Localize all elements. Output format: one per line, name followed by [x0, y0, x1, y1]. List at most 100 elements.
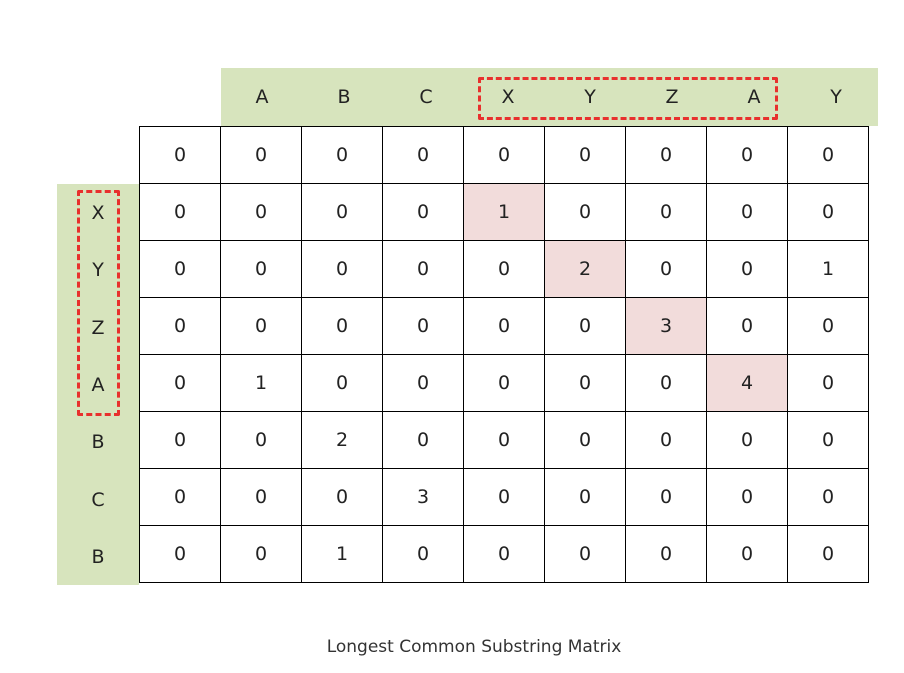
matrix-cell: 0 [220, 240, 302, 298]
matrix-cell: 0 [625, 411, 707, 469]
row-header: A [91, 373, 105, 396]
matrix-cell: 1 [220, 354, 302, 412]
matrix-cell: 0 [787, 354, 869, 412]
matrix-cell: 1 [301, 525, 383, 583]
column-header: C [419, 86, 433, 108]
row-header: Y [92, 259, 104, 282]
matrix-cell: 0 [301, 297, 383, 355]
column-header: Y [584, 86, 596, 108]
row-match-highlight-box [77, 190, 120, 416]
matrix-cell: 0 [301, 126, 383, 184]
matrix-cell: 0 [706, 468, 788, 526]
matrix-cell: 0 [544, 183, 626, 241]
matrix-cell: 0 [787, 183, 869, 241]
matrix-cell: 0 [139, 354, 221, 412]
matrix-cell: 0 [544, 525, 626, 583]
matrix-cell: 0 [139, 411, 221, 469]
row-header: X [91, 202, 105, 224]
matrix-cell: 0 [220, 525, 302, 583]
matrix-cell: 0 [382, 126, 464, 184]
matrix-cell: 0 [625, 525, 707, 583]
matrix-cell: 0 [463, 354, 545, 412]
matrix-cell: 0 [544, 297, 626, 355]
matrix-cell: 0 [463, 525, 545, 583]
matrix-cell: 0 [301, 240, 383, 298]
column-header: Z [665, 86, 679, 108]
matrix-cell: 0 [382, 297, 464, 355]
matrix-cell: 0 [139, 297, 221, 355]
matrix-cell: 0 [544, 468, 626, 526]
matrix-cell: 1 [463, 183, 545, 241]
matrix-cell: 0 [463, 297, 545, 355]
matrix-cell: 0 [301, 183, 383, 241]
matrix-cell: 0 [220, 411, 302, 469]
column-header: B [337, 86, 351, 108]
matrix-cell: 2 [301, 411, 383, 469]
matrix-cell: 0 [139, 525, 221, 583]
matrix-cell: 0 [139, 126, 221, 184]
matrix-cell: 0 [706, 240, 788, 298]
matrix-cell: 0 [625, 354, 707, 412]
matrix-cell: 0 [625, 468, 707, 526]
matrix-cell: 0 [787, 126, 869, 184]
matrix-cell: 0 [463, 126, 545, 184]
column-header: X [501, 86, 515, 108]
row-header: C [91, 488, 105, 511]
matrix-cell: 1 [787, 240, 869, 298]
matrix-cell: 0 [139, 468, 221, 526]
matrix-cell: 0 [382, 525, 464, 583]
matrix-cell: 0 [220, 183, 302, 241]
row-header: B [91, 431, 105, 454]
matrix-cell: 0 [220, 468, 302, 526]
column-header: A [747, 86, 761, 108]
matrix-cell: 3 [382, 468, 464, 526]
column-match-highlight-box [478, 77, 778, 120]
matrix-cell: 0 [787, 468, 869, 526]
matrix-cell: 0 [787, 525, 869, 583]
diagram-caption: Longest Common Substring Matrix [326, 637, 622, 657]
matrix-cell: 0 [382, 354, 464, 412]
matrix-cell: 0 [706, 525, 788, 583]
matrix-cell: 0 [139, 240, 221, 298]
matrix-cell: 0 [706, 183, 788, 241]
matrix-cell: 0 [787, 411, 869, 469]
row-header: Z [91, 316, 105, 339]
matrix-cell: 0 [463, 468, 545, 526]
matrix-cell: 0 [544, 126, 626, 184]
matrix-cell: 3 [625, 297, 707, 355]
matrix-cell: 0 [463, 240, 545, 298]
matrix-cell: 0 [544, 411, 626, 469]
matrix-cell: 0 [382, 183, 464, 241]
matrix-cell: 0 [463, 411, 545, 469]
matrix-cell: 0 [301, 468, 383, 526]
row-header: B [91, 545, 105, 568]
matrix-cell: 0 [544, 354, 626, 412]
matrix-cell: 0 [787, 297, 869, 355]
matrix-cell: 0 [220, 126, 302, 184]
matrix-cell: 0 [625, 240, 707, 298]
column-header: Y [830, 86, 842, 108]
matrix-cell: 0 [382, 411, 464, 469]
matrix-cell: 2 [544, 240, 626, 298]
column-header: A [255, 86, 269, 108]
matrix-cell: 0 [382, 240, 464, 298]
matrix-cell: 0 [625, 126, 707, 184]
matrix-cell: 0 [706, 297, 788, 355]
matrix-cell: 0 [301, 354, 383, 412]
matrix-cell: 0 [220, 297, 302, 355]
matrix-cell: 4 [706, 354, 788, 412]
row-header-band: X Y Z A B C B [57, 184, 139, 585]
matrix-cell: 0 [706, 126, 788, 184]
matrix-cell: 0 [625, 183, 707, 241]
matrix-cell: 0 [706, 411, 788, 469]
